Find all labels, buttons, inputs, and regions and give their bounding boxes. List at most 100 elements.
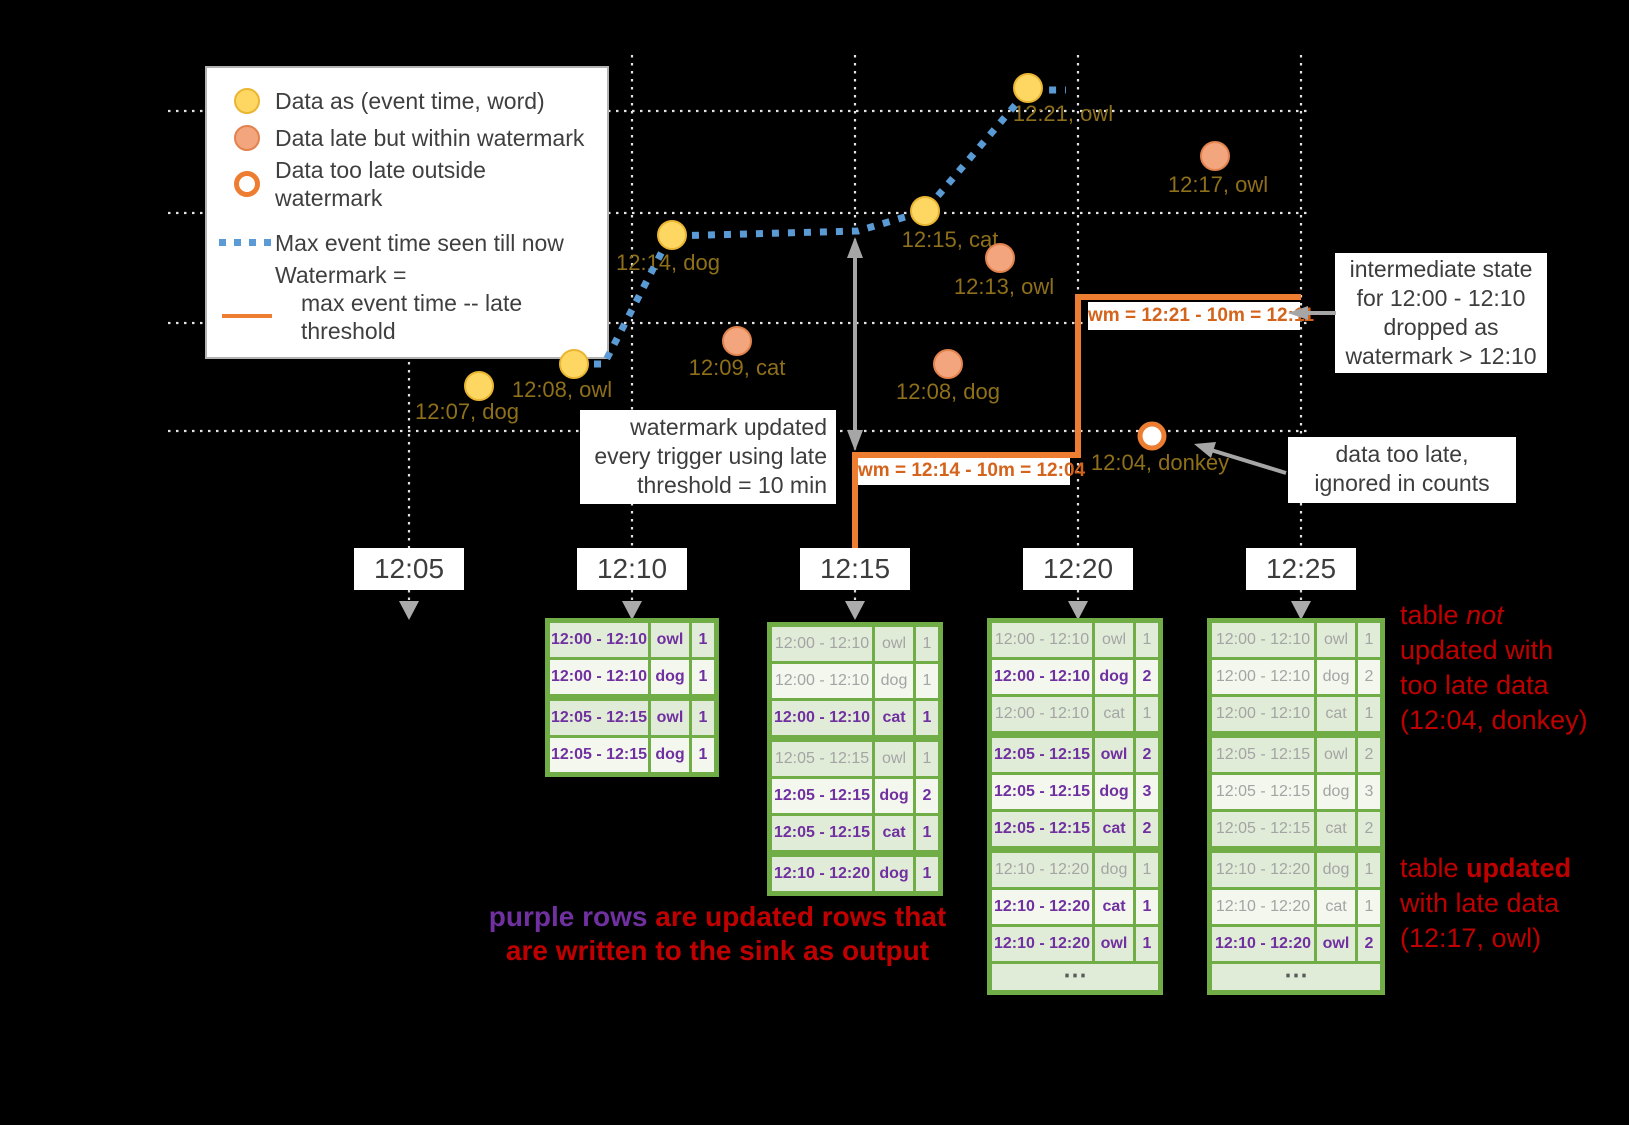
cell-count: 1 <box>1136 927 1158 961</box>
cell-window: 12:10 - 12:20 <box>1212 890 1314 924</box>
table-row: 12:00 - 12:10 owl 1 <box>772 627 938 661</box>
cell-count: 3 <box>1136 775 1158 809</box>
cell-word: owl <box>651 623 689 657</box>
cell-word: dog <box>875 857 913 891</box>
table-row: 12:10 - 12:20 cat 1 <box>992 890 1158 924</box>
cell-window: 12:05 - 12:15 <box>550 738 648 772</box>
cell-word: owl <box>1317 623 1355 657</box>
toolate-dot-icon <box>219 171 275 197</box>
data-point-label: 12:14, dog <box>616 250 720 275</box>
cell-window: 12:05 - 12:15 <box>992 775 1092 809</box>
cell-word: dog <box>1317 853 1355 887</box>
cell-window: 12:05 - 12:15 <box>992 738 1092 772</box>
ontime-dot-icon <box>219 87 275 114</box>
result-table-12-20: 12:00 - 12:10 owl 1 12:00 - 12:10 dog 2 12:00 … <box>987 618 1163 995</box>
tick-12-05: 12:05 <box>354 548 464 590</box>
data-point-label: 12:21, owl <box>1012 101 1114 126</box>
data-point-ontime <box>657 220 687 250</box>
data-point-ontime <box>910 196 940 226</box>
data-point-label: 12:08, dog <box>896 379 1000 404</box>
table-row: 12:05 - 12:15 dog 3 <box>1212 775 1380 809</box>
cell-word: dog <box>875 779 913 813</box>
cell-window: 12:05 - 12:15 <box>1212 775 1314 809</box>
table-row: 12:00 - 12:10 dog 1 <box>772 664 938 698</box>
data-point-label: 12:09, cat <box>688 355 786 380</box>
table-row: 12:05 - 12:15 owl 2 <box>1212 738 1380 772</box>
cell-count: 1 <box>692 660 714 694</box>
cell-window: 12:05 - 12:15 <box>550 701 648 735</box>
cell-word: owl <box>875 627 913 661</box>
cell-window: 12:00 - 12:10 <box>550 623 648 657</box>
data-point-late <box>1200 141 1230 171</box>
cell-count: 1 <box>1358 697 1380 731</box>
table-row: 12:00 - 12:10 dog 1 <box>550 660 714 694</box>
legend-item-toolate: Data too late outside watermark <box>219 156 595 212</box>
table-row: 12:00 - 12:10 owl 1 <box>1212 623 1380 657</box>
cell-count: 2 <box>1358 812 1380 846</box>
cell-window: 12:05 - 12:15 <box>992 812 1092 846</box>
cell-word: owl <box>1095 623 1133 657</box>
note-table-updated: table updated with late data (12:17, owl… <box>1400 853 1572 953</box>
cell-word: dog <box>1095 660 1133 694</box>
cell-count: 1 <box>1136 890 1158 924</box>
cell-word: dog <box>1095 775 1133 809</box>
cell-window: 12:10 - 12:20 <box>1212 927 1314 961</box>
cell-window: 12:05 - 12:15 <box>1212 812 1314 846</box>
legend-label: Data as (event time, word) <box>275 87 545 114</box>
cell-word: owl <box>651 701 689 735</box>
table-row: 12:05 - 12:15 dog 1 <box>550 738 714 772</box>
cell-count: 2 <box>1136 738 1158 772</box>
cell-word: cat <box>1095 812 1133 846</box>
data-point-label: 12:15, cat <box>901 227 999 252</box>
tick-12-15: 12:15 <box>800 548 910 590</box>
table-row: 12:00 - 12:10 owl 1 <box>992 623 1158 657</box>
legend: Data as (event time, word) Data late but… <box>205 66 609 359</box>
cell-count: 2 <box>1136 812 1158 846</box>
table-row: 12:05 - 12:15 owl 2 <box>992 738 1158 772</box>
table-row: 12:00 - 12:10 cat 1 <box>992 697 1158 731</box>
tick-12-10: 12:10 <box>577 548 687 590</box>
cell-word: dog <box>1095 853 1133 887</box>
table-row: 12:10 - 12:20 dog 1 <box>772 857 938 891</box>
data-point-late <box>933 349 963 379</box>
legend-label: Max event time seen till now <box>275 229 564 256</box>
table-row: 12:10 - 12:20 owl 1 <box>992 927 1158 961</box>
legend-item-ontime: Data as (event time, word) <box>219 82 595 119</box>
table-row: 12:10 - 12:20 dog 1 <box>1212 853 1380 887</box>
watermark-step-line <box>852 294 1301 548</box>
table-more-row: ⋯ <box>992 964 1158 990</box>
data-point-label: 12:07, dog <box>415 399 519 424</box>
cell-window: 12:10 - 12:20 <box>992 890 1092 924</box>
more-cell: ⋯ <box>992 964 1158 990</box>
cell-window: 12:00 - 12:10 <box>772 627 872 661</box>
table-row: 12:10 - 12:20 cat 1 <box>1212 890 1380 924</box>
cell-count: 1 <box>1358 890 1380 924</box>
cell-word: owl <box>1095 927 1133 961</box>
cell-count: 1 <box>916 701 938 735</box>
table-row: 12:05 - 12:15 dog 2 <box>772 779 938 813</box>
cell-word: dog <box>651 660 689 694</box>
cell-count: 1 <box>692 701 714 735</box>
cell-count: 1 <box>1136 697 1158 731</box>
cell-window: 12:00 - 12:10 <box>1212 660 1314 694</box>
cell-word: cat <box>875 701 913 735</box>
cell-window: 12:05 - 12:15 <box>772 742 872 776</box>
table-row: 12:00 - 12:10 dog 2 <box>1212 660 1380 694</box>
result-table-12-15: 12:00 - 12:10 owl 1 12:00 - 12:10 dog 1 12:00 … <box>767 622 943 896</box>
data-point-label: 12:08, owl <box>511 377 613 402</box>
data-point-toolate <box>1137 421 1167 451</box>
data-point-ontime <box>1013 73 1043 103</box>
cell-word: cat <box>1317 697 1355 731</box>
table-row: 12:00 - 12:10 cat 1 <box>1212 697 1380 731</box>
cell-window: 12:00 - 12:10 <box>992 623 1092 657</box>
cell-word: owl <box>1317 927 1355 961</box>
cell-window: 12:00 - 12:10 <box>992 660 1092 694</box>
cell-count: 1 <box>916 742 938 776</box>
trigger-gap-double-arrow <box>847 237 863 451</box>
cell-window: 12:00 - 12:10 <box>1212 697 1314 731</box>
cell-count: 2 <box>1358 738 1380 772</box>
cell-count: 1 <box>1136 623 1158 657</box>
table-row: 12:05 - 12:15 cat 2 <box>1212 812 1380 846</box>
cell-count: 1 <box>916 816 938 850</box>
